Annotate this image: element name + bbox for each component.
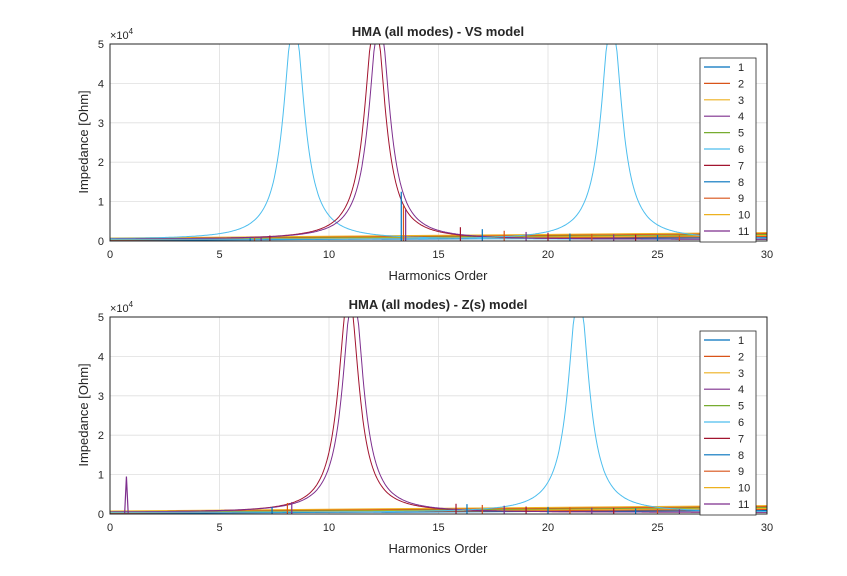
legend-label: 3 bbox=[738, 368, 744, 380]
chart-zs-model: HMA (all modes) - Z(s) model 0 5 10 15 20 25 3… bbox=[76, 297, 773, 556]
y-tick-labels: 0 1 2 3 4 5 bbox=[98, 39, 104, 248]
legend-label: 7 bbox=[738, 160, 744, 172]
x-tick-label: 10 bbox=[323, 249, 335, 261]
x-tick-label: 5 bbox=[216, 522, 222, 534]
legend-label: 11 bbox=[738, 499, 749, 511]
legend-label: 3 bbox=[738, 95, 744, 107]
x-tick-label: 20 bbox=[542, 522, 554, 534]
series-10-line bbox=[109, 232, 768, 239]
legend-label: 8 bbox=[738, 177, 744, 189]
y-multiplier-base: ×10 bbox=[110, 303, 129, 315]
legend-label: 10 bbox=[738, 210, 750, 222]
x-tick-label: 20 bbox=[542, 249, 554, 261]
legend: 1 2 3 4 5 6 7 8 9 10 11 bbox=[699, 330, 757, 516]
chart-title: HMA (all modes) - Z(s) model bbox=[349, 297, 528, 312]
series-5-line bbox=[109, 506, 768, 513]
legend-label: 5 bbox=[738, 401, 744, 413]
y-tick-label: 1 bbox=[98, 470, 104, 482]
legend: 1 2 3 4 5 6 7 8 9 10 11 bbox=[699, 57, 757, 243]
x-axis-label: Harmonics Order bbox=[389, 268, 489, 283]
x-tick-label: 5 bbox=[216, 249, 222, 261]
y-multiplier: ×104 bbox=[110, 300, 134, 315]
x-tick-label: 30 bbox=[761, 522, 773, 534]
series-group bbox=[109, 316, 768, 514]
y-axis-label: Impedance [Ohm] bbox=[76, 363, 91, 466]
legend-label: 10 bbox=[738, 483, 750, 495]
legend-box bbox=[699, 57, 757, 243]
series-11-small-peak bbox=[124, 476, 129, 514]
y-tick-label: 0 bbox=[98, 236, 104, 248]
legend-label: 1 bbox=[738, 62, 744, 74]
series-group bbox=[109, 43, 768, 241]
legend-label: 2 bbox=[738, 351, 744, 363]
y-tick-label: 2 bbox=[98, 157, 104, 169]
x-tick-labels: 0 5 10 15 20 25 30 bbox=[107, 522, 773, 534]
y-tick-label: 5 bbox=[98, 312, 104, 324]
legend-label: 1 bbox=[738, 335, 744, 347]
y-tick-label: 3 bbox=[98, 118, 104, 130]
y-tick-label: 4 bbox=[98, 78, 104, 90]
legend-label: 8 bbox=[738, 450, 744, 462]
y-multiplier: ×104 bbox=[110, 27, 134, 42]
y-tick-label: 0 bbox=[98, 509, 104, 521]
legend-label: 9 bbox=[738, 193, 744, 205]
y-axis-label: Impedance [Ohm] bbox=[76, 90, 91, 193]
x-axis-label: Harmonics Order bbox=[389, 541, 489, 556]
y-tick-label: 1 bbox=[98, 197, 104, 209]
x-tick-label: 25 bbox=[651, 522, 663, 534]
y-multiplier-exponent: 4 bbox=[129, 300, 134, 309]
x-tick-label: 15 bbox=[432, 522, 444, 534]
y-tick-labels: 0 1 2 3 4 5 bbox=[98, 312, 104, 521]
legend-label: 6 bbox=[738, 417, 744, 429]
chart-title: HMA (all modes) - VS model bbox=[352, 24, 524, 39]
y-tick-label: 4 bbox=[98, 351, 104, 363]
y-tick-label: 5 bbox=[98, 39, 104, 51]
legend-label: 4 bbox=[738, 111, 744, 123]
y-tick-label: 2 bbox=[98, 430, 104, 442]
x-tick-label: 0 bbox=[107, 249, 113, 261]
legend-label: 2 bbox=[738, 78, 744, 90]
legend-label: 11 bbox=[738, 226, 749, 238]
y-tick-label: 3 bbox=[98, 391, 104, 403]
legend-label: 9 bbox=[738, 466, 744, 478]
legend-box bbox=[699, 330, 757, 516]
series-6-resonance bbox=[110, 316, 767, 513]
x-tick-label: 25 bbox=[651, 249, 663, 261]
x-tick-labels: 0 5 10 15 20 25 30 bbox=[107, 249, 773, 261]
series-6-resonance bbox=[110, 43, 767, 240]
axes-box bbox=[109, 43, 768, 242]
y-multiplier-base: ×10 bbox=[110, 30, 129, 42]
x-tick-label: 10 bbox=[323, 522, 335, 534]
legend-label: 4 bbox=[738, 384, 744, 396]
axes-box bbox=[109, 316, 768, 515]
y-multiplier-exponent: 4 bbox=[129, 27, 134, 36]
x-tick-label: 30 bbox=[761, 249, 773, 261]
x-tick-label: 0 bbox=[107, 522, 113, 534]
x-tick-label: 15 bbox=[432, 249, 444, 261]
legend-label: 7 bbox=[738, 433, 744, 445]
chart-vs-model: HMA (all modes) - VS model 0 5 10 15 20 25 30 … bbox=[76, 24, 773, 283]
legend-label: 6 bbox=[738, 144, 744, 156]
legend-label: 5 bbox=[738, 128, 744, 140]
